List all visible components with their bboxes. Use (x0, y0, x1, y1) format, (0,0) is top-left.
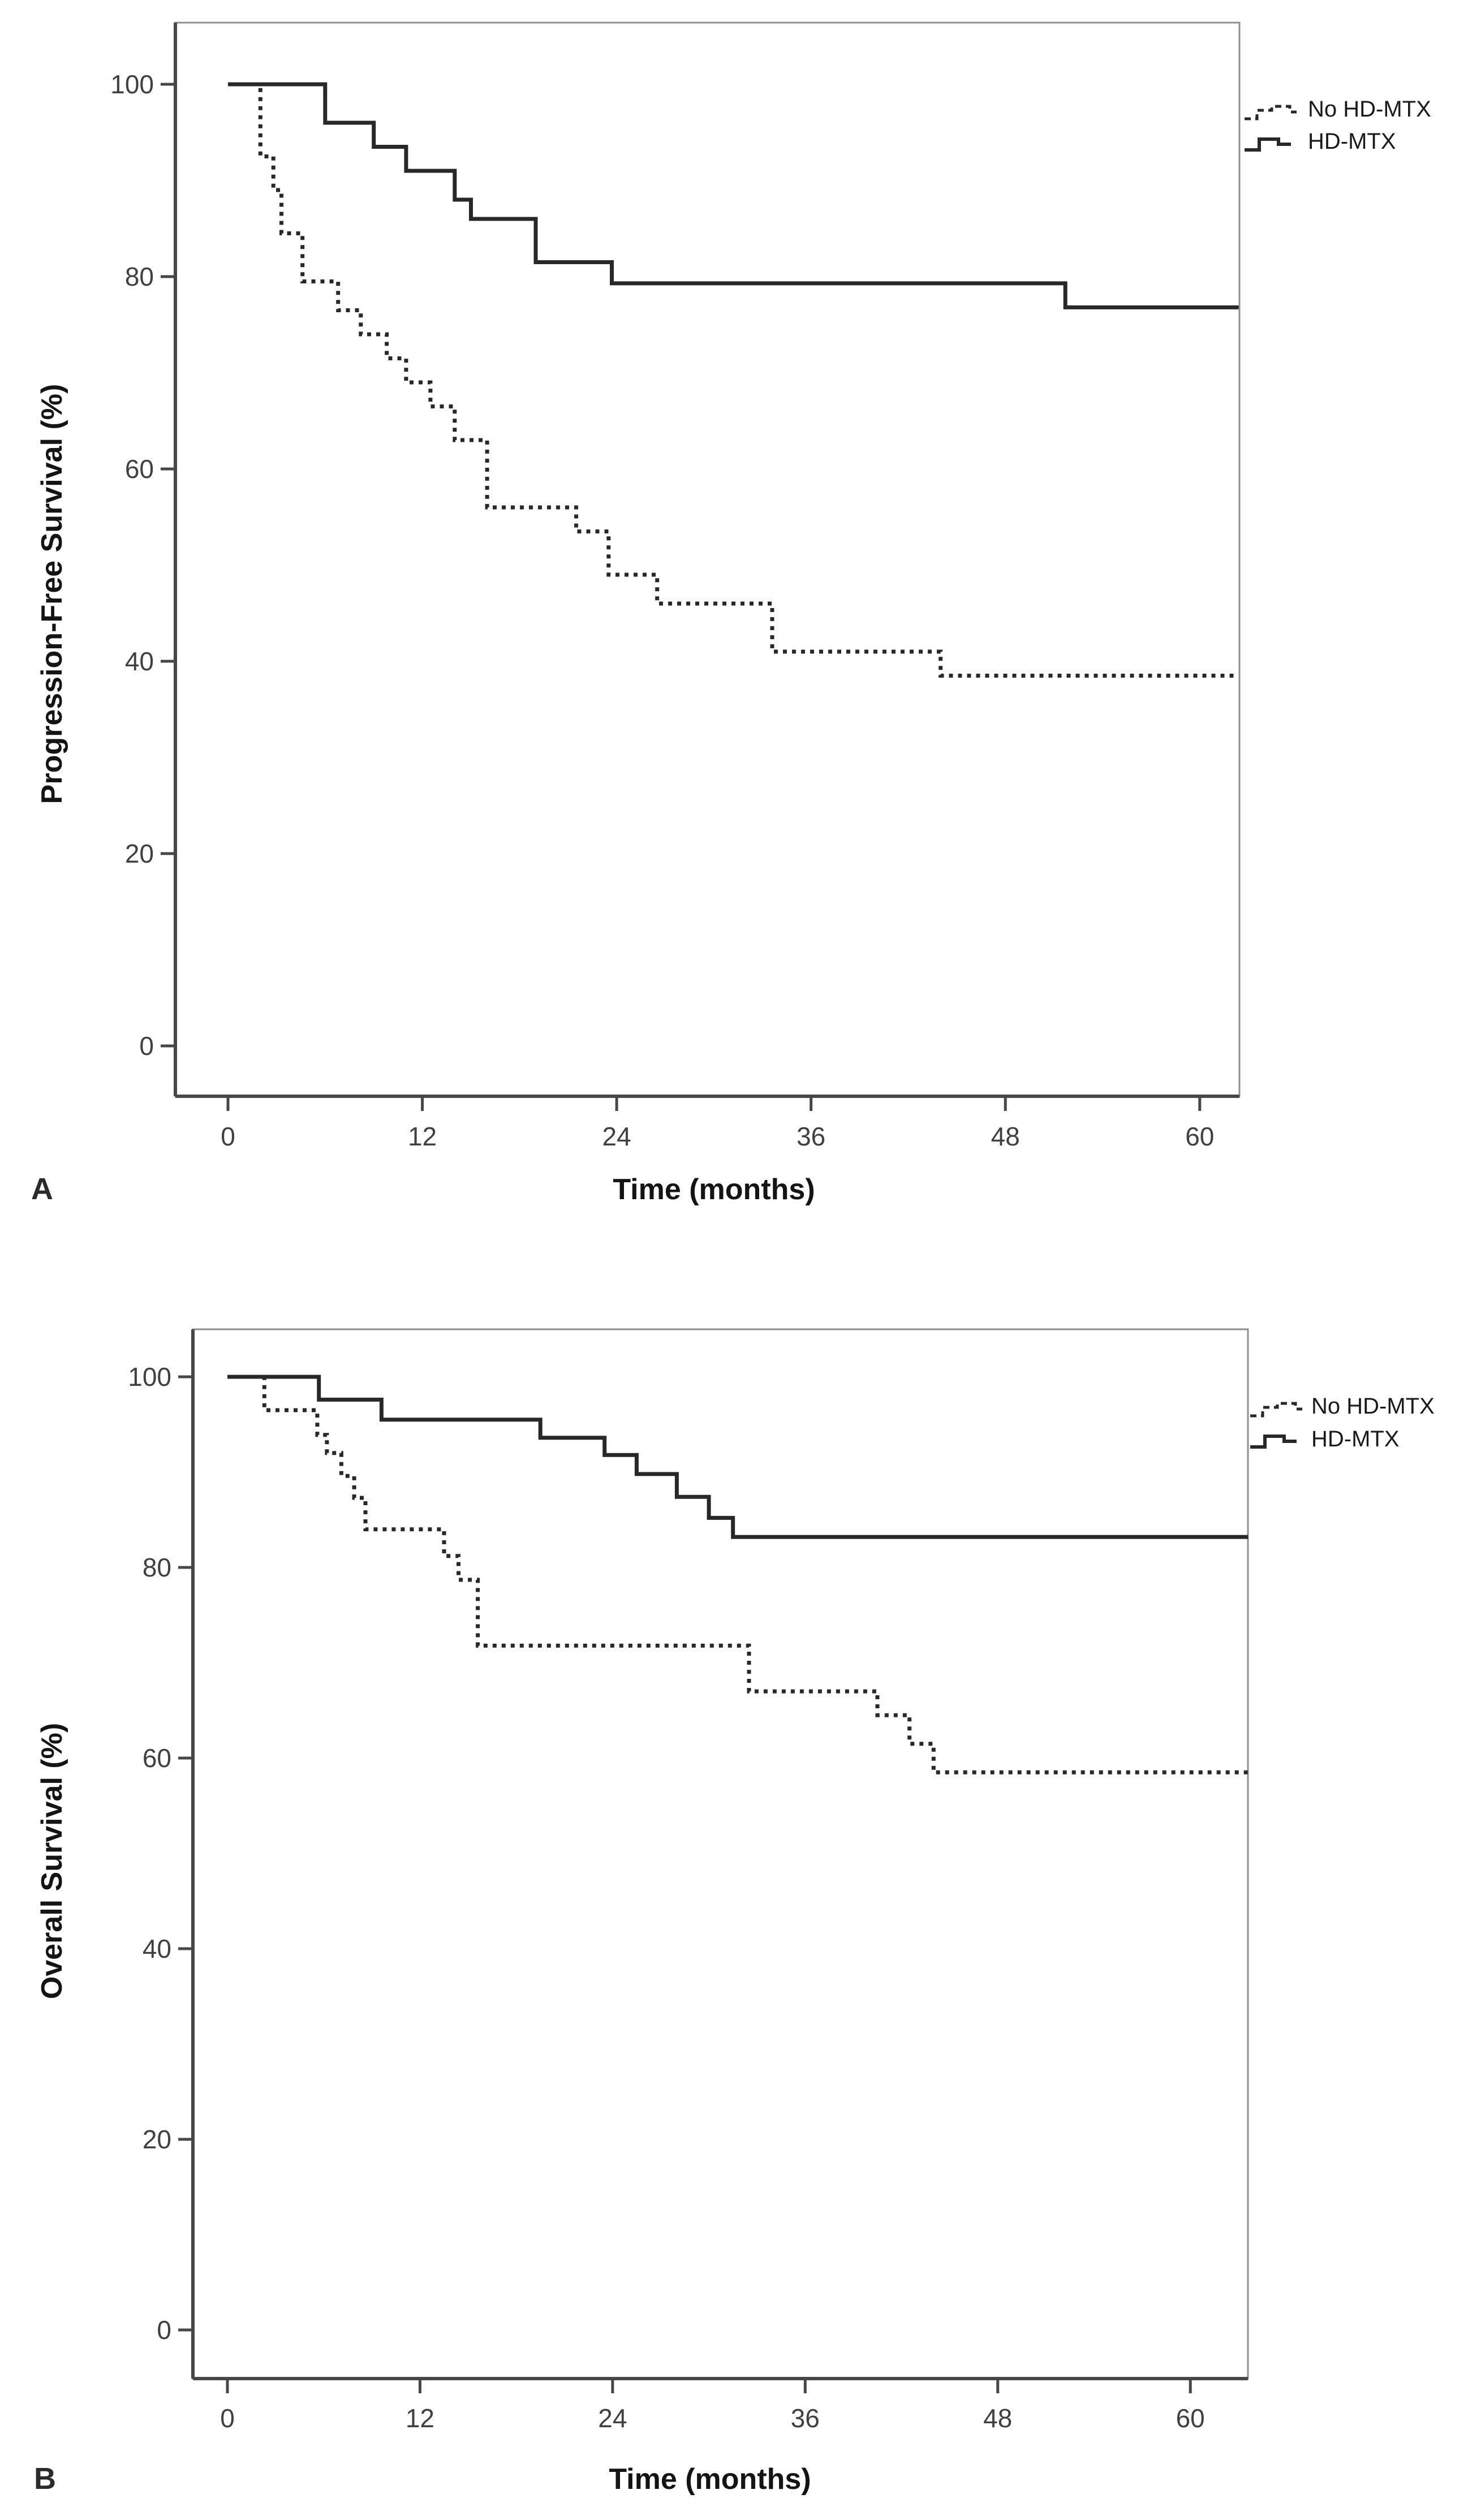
y-tick-label: 0 (139, 1031, 154, 1061)
x-tick-label: 36 (790, 2403, 820, 2433)
panel-a-legend-label-no-hd-mtx: No HD-MTX (1308, 97, 1431, 122)
x-tick-label: 12 (407, 1122, 437, 1151)
y-tick-label: 60 (124, 454, 154, 484)
legend-sample-dotted-panel-a (1245, 105, 1297, 120)
plot-frame (192, 1328, 1249, 2380)
legend-sample-dotted-panel-b (1250, 1402, 1302, 1418)
x-tick-label: 24 (602, 1122, 631, 1151)
y-tick-label: 80 (124, 262, 154, 291)
y-tick-label: 20 (142, 2125, 171, 2154)
y-tick-label: 0 (157, 2315, 171, 2345)
x-tick-label: 24 (598, 2403, 627, 2433)
plot-frame (174, 21, 1241, 1097)
km-panel-b (178, 1328, 1302, 2393)
panel-b-letter: B (34, 2462, 56, 2496)
panel-a-letter: A (31, 1172, 53, 1206)
series-line-no-hd-mtx-panel-a (228, 82, 1239, 678)
panel-b-legend-label-hd-mtx: HD-MTX (1311, 1427, 1400, 1451)
y-tick-label: 80 (142, 1553, 171, 1582)
x-tick-label: 36 (797, 1122, 826, 1151)
x-tick-label: 48 (991, 1122, 1020, 1151)
x-tick-label: 60 (1176, 2403, 1205, 2433)
series-line-hd-mtx-panel-a (228, 82, 1239, 309)
y-tick-label: 100 (110, 70, 154, 99)
series-line-no-hd-mtx-panel-b (227, 1375, 1249, 1774)
y-tick-label: 100 (128, 1362, 171, 1392)
km-panel-a (161, 21, 1297, 1111)
panel-a-legend-label-hd-mtx: HD-MTX (1308, 129, 1396, 154)
y-tick-label: 40 (124, 647, 154, 676)
panel-b-y-axis-title: Overall Survival (%) (36, 1722, 68, 2000)
panel-a-y-axis-title: Progression-Free Survival (%) (36, 384, 68, 804)
series-line-hd-mtx-panel-b (227, 1375, 1249, 1539)
x-tick-label: 12 (405, 2403, 435, 2433)
x-tick-label: 0 (221, 1122, 235, 1151)
legend-sample-solid-panel-a (1245, 137, 1291, 152)
legend-sample-solid-panel-b (1250, 1435, 1297, 1449)
x-tick-label: 48 (983, 2403, 1013, 2433)
y-tick-label: 40 (142, 1934, 171, 1963)
panel-b-legend-label-no-hd-mtx: No HD-MTX (1311, 1394, 1435, 1419)
y-tick-label: 20 (124, 839, 154, 868)
y-tick-label: 60 (142, 1743, 171, 1773)
panel-b-x-axis-title: Time (months) (609, 2463, 811, 2496)
x-tick-label: 0 (220, 2403, 235, 2433)
x-tick-label: 60 (1185, 1122, 1215, 1151)
panel-a-x-axis-title: Time (months) (613, 1173, 815, 1206)
